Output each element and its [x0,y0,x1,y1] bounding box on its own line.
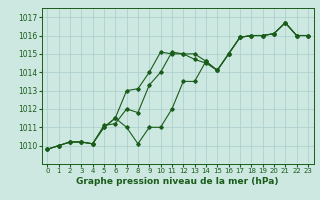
X-axis label: Graphe pression niveau de la mer (hPa): Graphe pression niveau de la mer (hPa) [76,177,279,186]
